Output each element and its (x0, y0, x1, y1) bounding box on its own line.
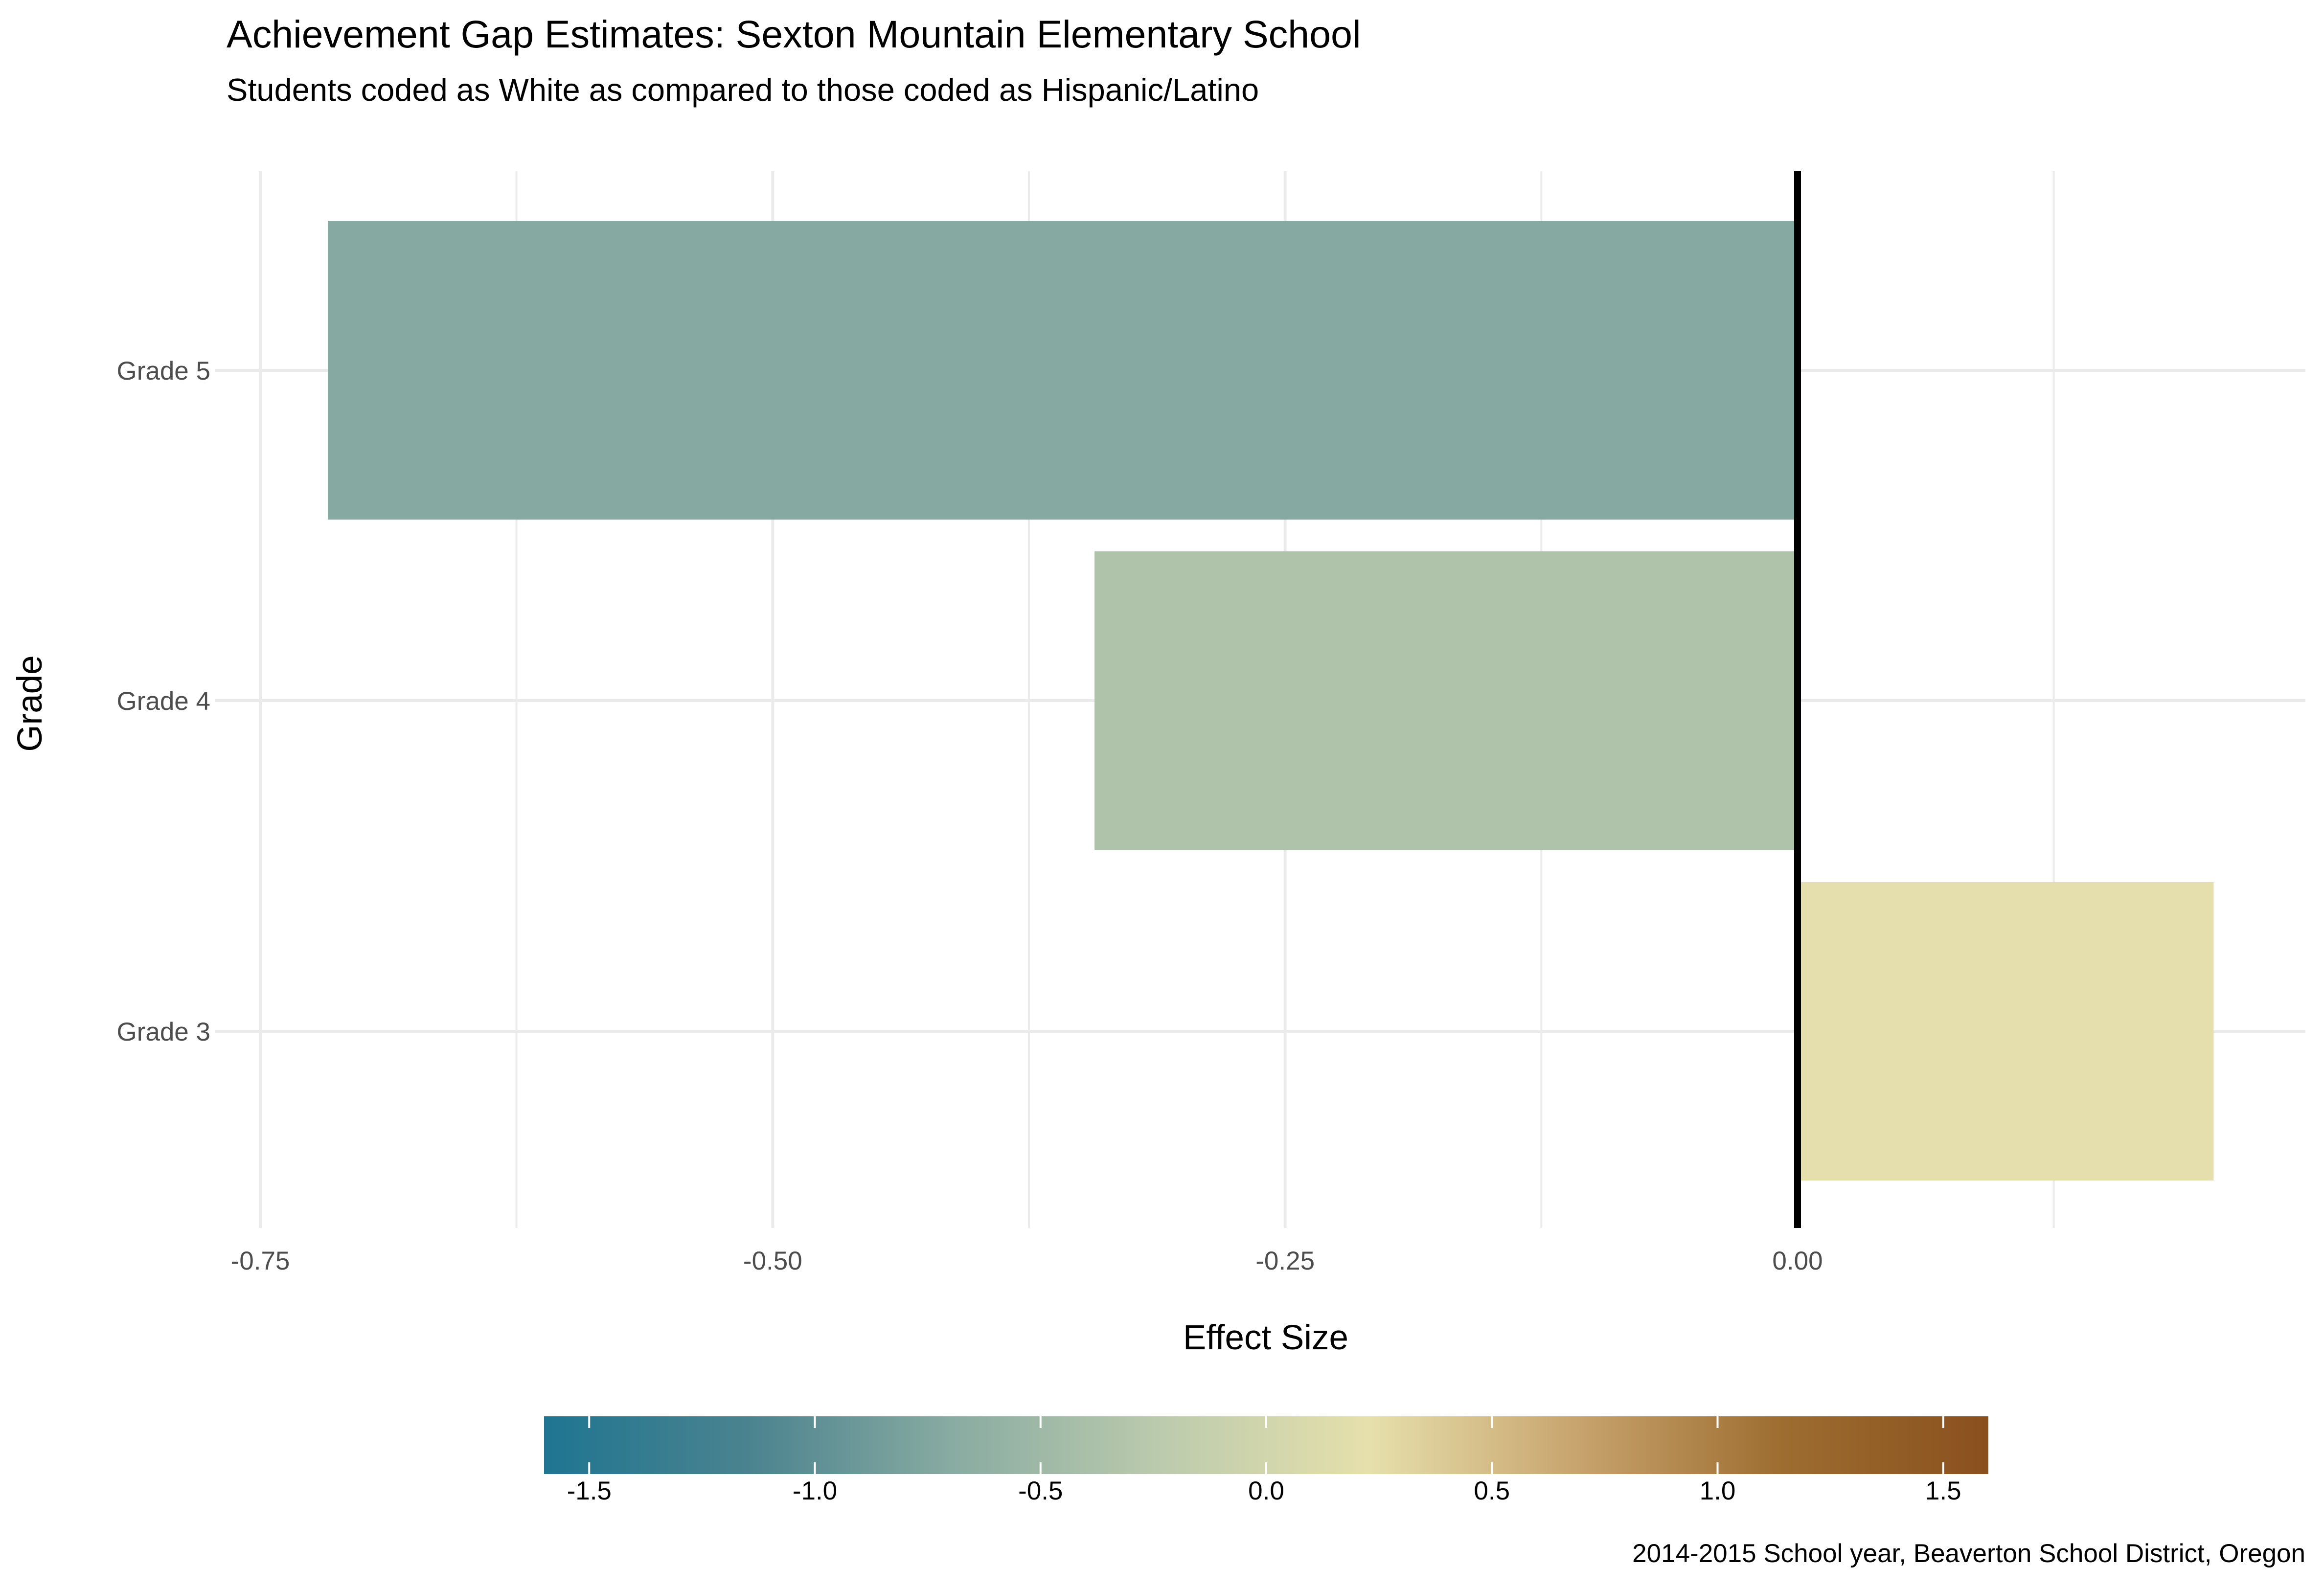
x-tick-label: -0.50 (743, 1247, 802, 1275)
y-axis-ticks: Grade 5 Grade 4 Grade 3 (116, 357, 210, 1046)
colorbar-ticks: -1.5 -1.0 -0.5 0.0 0.5 1.0 1.5 (567, 1416, 1961, 1505)
colorbar-tick-label: 0.5 (1474, 1476, 1510, 1505)
y-tick-label: Grade 5 (116, 357, 210, 386)
bar-grade-5 (328, 221, 1798, 520)
x-axis-ticks: -0.75 -0.50 -0.25 0.00 (231, 1247, 1823, 1275)
colorbar-tick-label: -0.5 (1018, 1476, 1063, 1505)
bars (328, 221, 2214, 1181)
colorbar-tick-label: 1.0 (1700, 1476, 1736, 1505)
x-tick-label: 0.00 (1772, 1247, 1823, 1275)
x-tick-label: -0.25 (1255, 1247, 1315, 1275)
y-tick-label: Grade 3 (116, 1018, 210, 1046)
chart-caption: 2014-2015 School year, Beaverton School … (1632, 1539, 2305, 1568)
colorbar-tick-label: -1.0 (793, 1476, 837, 1505)
chart-title: Achievement Gap Estimates: Sexton Mounta… (227, 12, 1361, 56)
y-axis-title: Grade (11, 655, 49, 751)
colorbar-legend: -1.5 -1.0 -0.5 0.0 0.5 1.0 1.5 (544, 1416, 1988, 1505)
bar-grade-4 (1094, 551, 1798, 850)
bar-grade-3 (1798, 882, 2214, 1181)
y-tick-label: Grade 4 (116, 687, 210, 716)
chart-subtitle: Students coded as White as compared to t… (227, 72, 1259, 108)
colorbar-tick-label: -1.5 (567, 1476, 612, 1505)
colorbar-tick-label: 0.0 (1248, 1476, 1284, 1505)
x-axis-title: Effect Size (1183, 1318, 1348, 1357)
colorbar-tick-label: 1.5 (1925, 1476, 1961, 1505)
x-tick-label: -0.75 (231, 1247, 290, 1275)
